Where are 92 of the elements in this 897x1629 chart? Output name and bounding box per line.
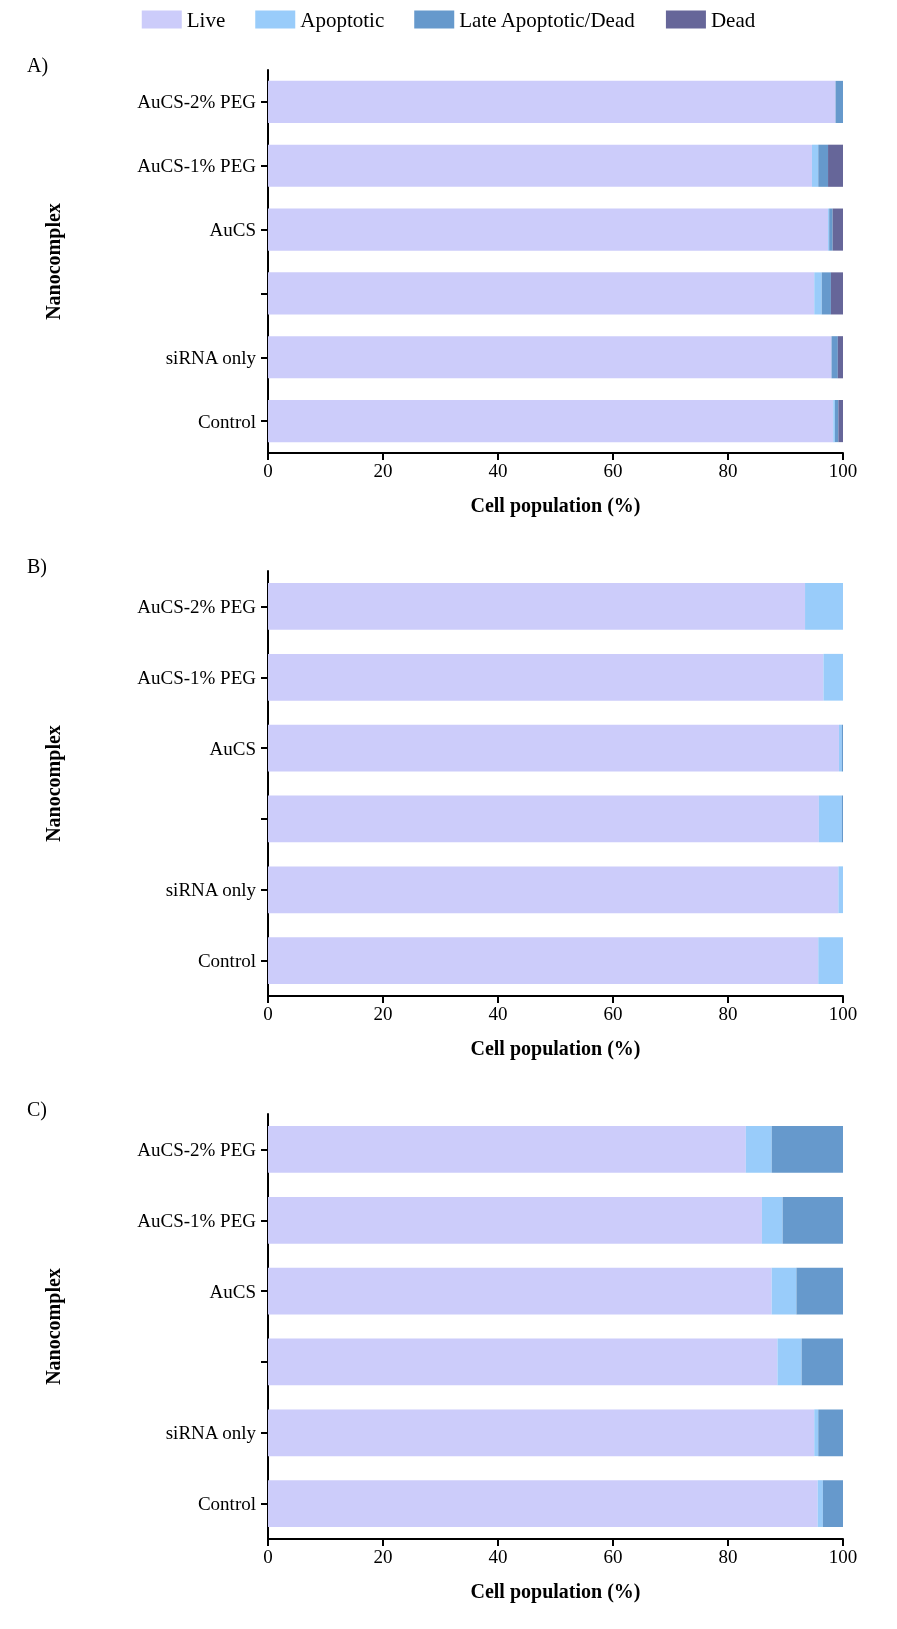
bar [268, 1338, 778, 1386]
bar [821, 272, 831, 315]
bar [268, 653, 824, 701]
bar [268, 583, 806, 630]
y-axis-title: Nanocomplex [42, 725, 65, 842]
text: B) [27, 555, 47, 578]
bar [268, 795, 819, 843]
bar [832, 208, 843, 251]
bar [268, 272, 815, 315]
bar [268, 937, 819, 984]
bar [268, 1409, 815, 1457]
y-tick-label: AuCS-2% PEG [137, 91, 257, 113]
y-tick-label: Control [197, 1493, 256, 1515]
bar [838, 400, 843, 443]
y-tick-label: AuCS [209, 737, 256, 759]
legend-label: Live [186, 7, 226, 32]
bar [828, 144, 843, 187]
bar [831, 336, 838, 379]
y-tick-label: AuCS [209, 1280, 256, 1302]
bar [818, 795, 842, 843]
bar [268, 724, 839, 772]
x-tick-label: 40 [488, 460, 508, 481]
x-tick-label: 0 [263, 460, 273, 481]
text: A) [27, 54, 49, 77]
x-tick-label: 0 [263, 1546, 273, 1567]
y-tick-label: siRNA only [165, 1422, 257, 1444]
bar [771, 1126, 843, 1173]
bar [268, 1267, 772, 1315]
y-tick-label: siRNA only [165, 879, 257, 901]
bar [777, 1338, 802, 1386]
x-tick-label: 80 [718, 1003, 738, 1024]
bar [745, 1126, 772, 1173]
x-axis-title: Cell population (%) [470, 1037, 641, 1060]
x-tick-label: 60 [603, 460, 623, 481]
bar [268, 208, 829, 251]
bar [818, 937, 843, 984]
bar [814, 272, 822, 315]
bar [811, 144, 819, 187]
bar [268, 80, 836, 123]
y-tick-label: siRNA only [165, 346, 257, 368]
x-tick-label: 20 [373, 1003, 393, 1024]
y-tick-label: AuCS [209, 219, 256, 241]
bar [801, 1338, 843, 1386]
bar [268, 1126, 746, 1173]
bar [771, 1267, 797, 1315]
y-tick-label: AuCS-2% PEG [137, 1138, 257, 1160]
legend-label: Late Apoptotic/Dead [459, 7, 636, 32]
x-axis-title: Cell population (%) [470, 494, 641, 517]
y-axis-title: Nanocomplex [42, 1268, 65, 1385]
bar [805, 583, 843, 630]
bar [268, 336, 832, 379]
x-axis-title: Cell population (%) [470, 1580, 641, 1603]
legend-label: Apoptotic [300, 7, 385, 32]
x-tick-label: 20 [373, 460, 393, 481]
bar [830, 272, 843, 315]
x-tick-label: 40 [488, 1003, 508, 1024]
bar [837, 336, 843, 379]
x-tick-label: 0 [263, 1003, 273, 1024]
x-tick-label: 100 [828, 460, 858, 481]
bar [838, 866, 843, 914]
bar [268, 400, 834, 443]
bar [818, 1409, 843, 1457]
bar [835, 80, 843, 123]
y-tick-label: AuCS-2% PEG [137, 595, 257, 617]
x-tick-label: 80 [718, 460, 738, 481]
bar [268, 144, 812, 187]
x-tick-label: 100 [828, 1546, 858, 1567]
bar [822, 1480, 843, 1527]
y-tick-label: Control [197, 410, 256, 432]
y-tick-label: AuCS-1% PEG [137, 155, 257, 177]
text: C) [27, 1098, 47, 1121]
x-tick-label: 40 [488, 1546, 508, 1567]
x-tick-label: 100 [828, 1003, 858, 1024]
bar [796, 1267, 843, 1315]
bar [814, 1409, 819, 1457]
bar [782, 1196, 843, 1244]
bar [268, 1196, 762, 1244]
bar [823, 653, 843, 701]
bar [268, 866, 839, 914]
y-tick-label: AuCS-1% PEG [137, 1209, 257, 1231]
y-tick-label: Control [197, 950, 256, 972]
bar [818, 144, 829, 187]
y-tick-label: AuCS-1% PEG [137, 666, 257, 688]
y-axis-title: Nanocomplex [42, 203, 65, 320]
x-tick-label: 20 [373, 1546, 393, 1567]
x-tick-label: 60 [603, 1546, 623, 1567]
bar [817, 1480, 823, 1527]
x-tick-label: 80 [718, 1546, 738, 1567]
bar [268, 1480, 818, 1527]
x-tick-label: 60 [603, 1003, 623, 1024]
bar [761, 1196, 783, 1244]
legend-label: Dead [710, 7, 756, 32]
